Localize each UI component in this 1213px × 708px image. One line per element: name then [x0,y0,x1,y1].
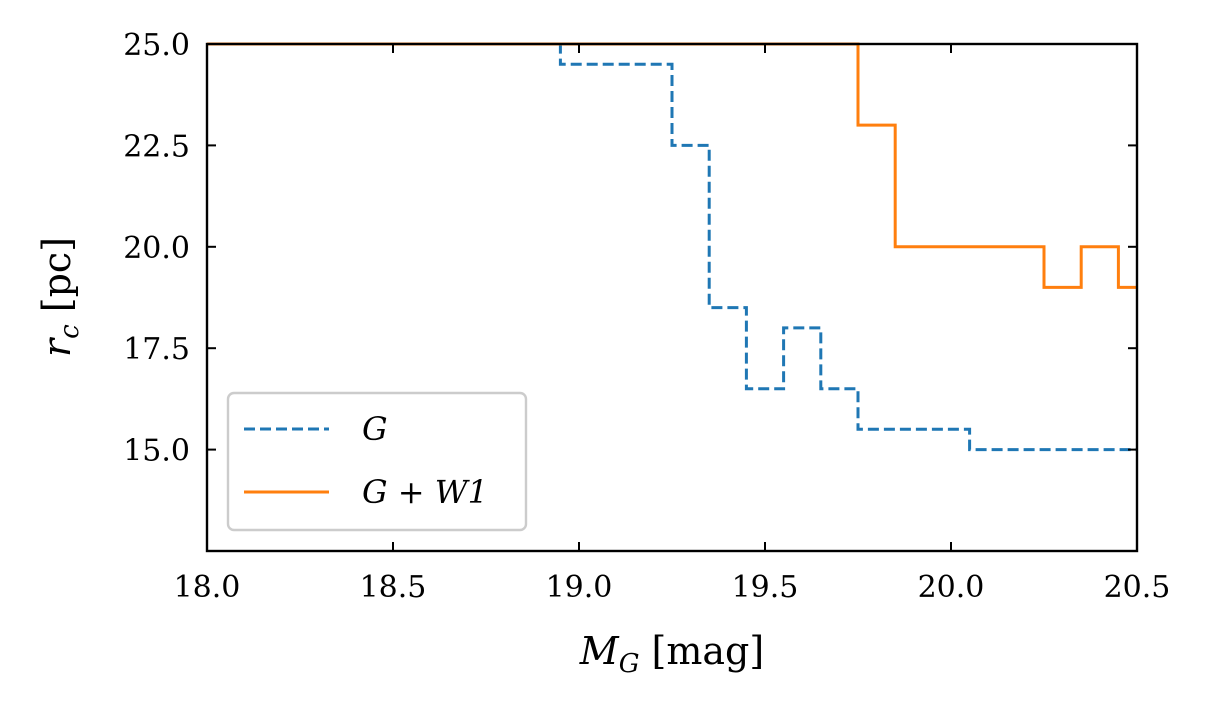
x-tick-label: 19.5 [732,570,799,605]
y-tick-label: 25.0 [123,28,190,63]
x-tick-label: 20.5 [1104,570,1171,605]
y-tick-label: 15.0 [123,434,190,469]
y-axis-label: rc [pc] [35,237,85,357]
series-line-g [207,42,1137,452]
plot-frame [205,42,1139,553]
series-line-g-w1 [207,42,1137,289]
x-tick-label: 18.5 [360,570,427,605]
tick-labels: 18.0 18.5 19.0 19.5 20.0 20.5 15.0 17.5 20.0 22.5… [123,28,1170,605]
legend-box [226,391,528,532]
x-tick-label: 20.0 [918,570,985,605]
legend-label-g-w1: G + W1 [362,473,488,511]
legend: G G + W1 [226,391,528,532]
x-tick-label: 19.0 [546,570,613,605]
y-tick-label: 20.0 [123,231,190,266]
y-tick-label: 17.5 [123,332,190,367]
legend-label-g: G [362,410,388,448]
x-tick-label: 18.0 [174,570,241,605]
x-axis-label: MG [mag] [579,629,764,679]
plot-area [207,42,1137,452]
y-tick-label: 22.5 [123,129,190,164]
